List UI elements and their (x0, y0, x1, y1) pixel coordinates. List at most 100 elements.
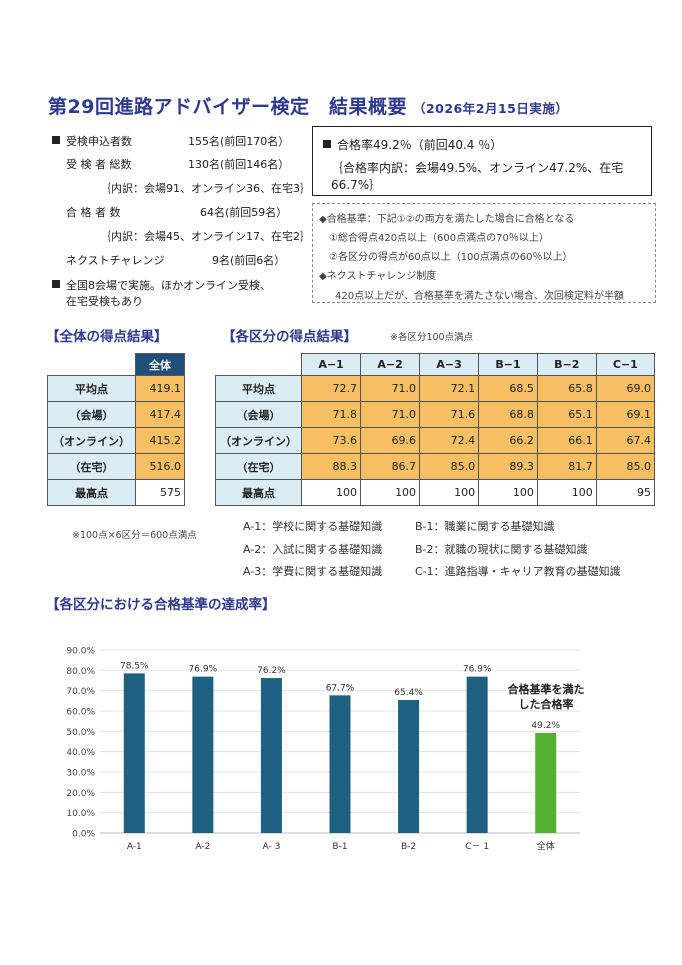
score-cell: 88.3 (300, 453, 362, 480)
table-row: （在宅） 516.0 (47, 453, 185, 480)
x-tick-label: C－ 1 (465, 842, 489, 852)
legend-a3: A-3：学費に関する基礎知識 (243, 565, 383, 578)
chart-annotation-line2: した合格率 (519, 697, 574, 711)
score-cell: 71.0 (360, 401, 421, 428)
data-label: 67.7% (326, 683, 355, 693)
stat-applicants: 受検申込者数 155名(前回170名） (52, 135, 302, 149)
overall-table: 全体 平均点 419.1 （会場） 417.4 （オンライン） 415.2 （在… (47, 353, 185, 506)
stat-next-challenge: ネクストチャレンジ 9名(前回6名） (52, 254, 302, 268)
pass-rate-line1: 合格率49.2％（前回40.4 ％） (323, 136, 502, 153)
stat-passers-value: 64名(前回59名） (200, 206, 288, 219)
score-cell: 95 (595, 479, 656, 506)
y-tick-label: 60.0% (66, 708, 95, 718)
x-tick-label: B-2 (401, 842, 416, 852)
stat-examinees-label: 受 検 者 総数 (66, 158, 132, 171)
table-row: （オンライン） 415.2 (47, 427, 185, 454)
score-cell: 73.6 (300, 427, 362, 454)
category-table: A−1 A−2 A−3 B−1 B−2 C−1 平均点 72.7 71.0 72… (215, 353, 656, 506)
table-row: （会場） 71.8 71.0 71.6 68.8 65.1 69.1 (215, 401, 656, 428)
category-header: A−3 (419, 353, 480, 376)
overall-value: 417.4 (135, 401, 185, 428)
x-tick-label: A-1 (127, 842, 142, 852)
stat-examinees: 受 検 者 総数 130名(前回146名） (52, 158, 302, 172)
score-cell: 72.1 (419, 375, 480, 402)
pass-rate-breakdown: ｛合格率内訳：会場49.5%、オンライン47.2%、在宅66.7%｝ (331, 161, 624, 192)
score-cell: 72.4 (419, 427, 480, 454)
row-label: （会場） (215, 401, 302, 428)
y-tick-label: 90.0% (66, 647, 95, 657)
score-cell: 100 (536, 479, 597, 506)
y-tick-label: 40.0% (66, 748, 95, 758)
score-cell: 68.5 (478, 375, 538, 402)
score-cell: 100 (478, 479, 538, 506)
stat-applicants-value: 155名(前回170名） (188, 135, 290, 148)
category-note: ※各区分100点満点 (390, 332, 474, 343)
criteria-heading: ◆合格基準：下記①②の両方を満たした場合に合格となる (319, 214, 575, 225)
row-label: 平均点 (47, 375, 136, 402)
data-label: 76.9% (463, 665, 492, 675)
score-cell: 65.8 (536, 375, 597, 402)
legend-a1: A-1：学校に関する基礎知識 (243, 520, 383, 533)
y-tick-label: 30.0% (66, 769, 95, 779)
bar-overall (535, 732, 557, 833)
pass-rate-text: 合格率49.2％（前回40.4 ％） (337, 138, 503, 152)
criteria-box: ◆合格基準：下記①②の両方を満たした場合に合格となる ①総合得点420点以上（6… (312, 203, 656, 303)
criteria-item2: ②各区分の得点が60点以上（100点満点の60％以上） (329, 252, 573, 263)
score-cell: 100 (419, 479, 480, 506)
x-tick-label: B-1 (332, 842, 347, 852)
row-label: 最高点 (215, 479, 302, 506)
bar (329, 695, 351, 833)
score-cell: 71.8 (300, 401, 362, 428)
y-tick-label: 10.0% (66, 809, 95, 819)
bar (260, 678, 282, 833)
table-row: （在宅） 88.3 86.7 85.0 89.3 81.7 85.0 (215, 453, 656, 480)
chart-annotation-line1: 合格基準を満た (508, 682, 585, 696)
stat-venues-line1: 全国8会場で実施。ほかオンライン受検、 (66, 279, 271, 292)
bullet-square-icon (323, 140, 331, 148)
score-cell: 85.0 (595, 453, 656, 480)
legend-a2: A-2：入試に関する基礎知識 (243, 543, 383, 556)
criteria-item1: ①総合得点420点以上（600点満点の70％以上） (329, 233, 549, 244)
pass-rate-box: 合格率49.2％（前回40.4 ％） ｛合格率内訳：会場49.5%、オンライン4… (312, 126, 652, 196)
stat-examinees-value: 130名(前回146名） (188, 158, 290, 171)
score-cell: 100 (300, 479, 362, 506)
overall-value: 575 (135, 479, 185, 506)
exam-date: （2026年2月15日実施） (412, 101, 569, 116)
table-row: （会場） 417.4 (47, 401, 185, 428)
overall-column-header: 全体 (135, 353, 185, 376)
score-cell: 66.1 (536, 427, 597, 454)
stat-applicants-label: 受検申込者数 (66, 135, 132, 148)
row-label: （オンライン） (47, 427, 136, 454)
overall-value: 415.2 (135, 427, 185, 454)
category-header: B−2 (536, 353, 597, 376)
row-label: （会場） (47, 401, 136, 428)
category-header-row: A−1 A−2 A−3 B−1 B−2 C−1 (216, 353, 656, 376)
score-cell: 81.7 (536, 453, 597, 480)
x-tick-label: 全体 (537, 840, 555, 852)
category-header: A−2 (360, 353, 421, 376)
score-cell: 85.0 (419, 453, 480, 480)
score-cell: 100 (360, 479, 421, 506)
category-section-title: 【各区分の得点結果】 (222, 329, 357, 345)
title-text: 第29回進路アドバイザー検定 結果概要 (48, 96, 407, 118)
category-header: A−1 (300, 353, 362, 376)
data-label: 76.9% (189, 665, 218, 675)
achievement-bar-chart: 0.0% 10.0% 20.0% 30.0% 40.0% 50.0% 60.0% 70.0% 8… (66, 647, 585, 853)
table-row: （オンライン） 73.6 69.6 72.4 66.2 66.1 67.4 (215, 427, 656, 454)
row-label: （オンライン） (215, 427, 302, 454)
score-cell: 71.0 (360, 375, 421, 402)
score-cell: 72.7 (300, 375, 362, 402)
next-challenge-heading: ◆ネクストチャレンジ制度 (319, 271, 437, 282)
page-title: 第29回進路アドバイザー検定 結果概要 （2026年2月15日実施） (48, 92, 568, 119)
score-cell: 69.0 (595, 375, 656, 402)
category-header: B−1 (478, 353, 538, 376)
stat-venues: 全国8会場で実施。ほかオンライン受検、 (52, 279, 271, 293)
stat-examinees-breakdown: ｛内訳：会場91、オンライン36、在宅3｝ (100, 182, 311, 195)
bar (466, 676, 488, 833)
x-tick-label: A-2 (195, 842, 210, 852)
overall-header-row: 全体 (48, 353, 185, 376)
row-label: （在宅） (215, 453, 302, 480)
table-row: 平均点 72.7 71.0 72.1 68.5 65.8 69.0 (215, 375, 656, 402)
bar (192, 676, 214, 833)
score-cell: 69.1 (595, 401, 656, 428)
